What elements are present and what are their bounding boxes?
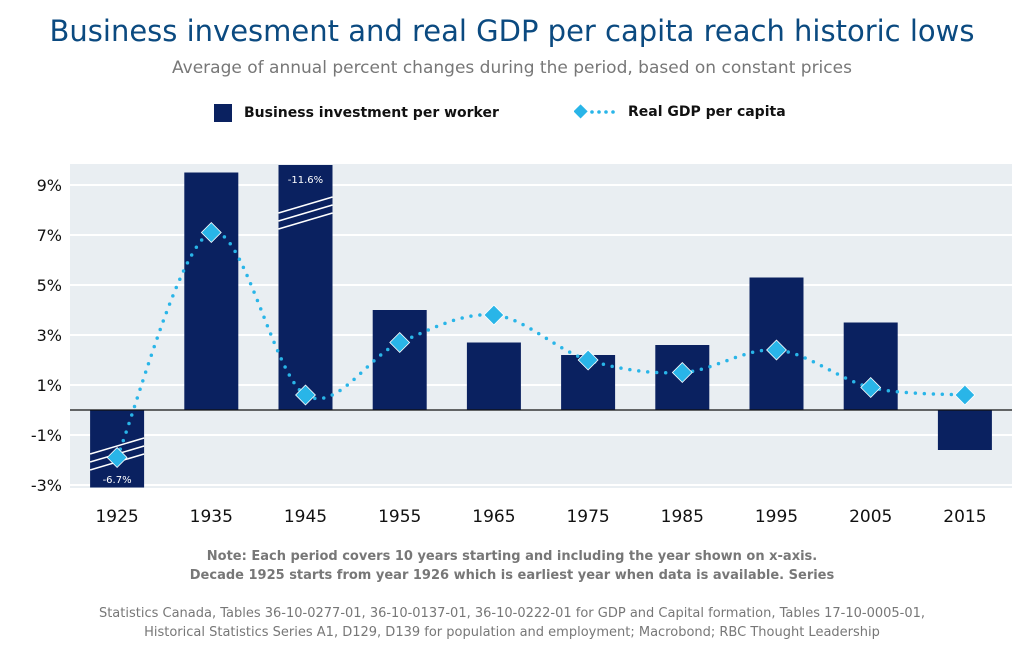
bar [184, 172, 239, 410]
legend-line-label: Real GDP per capita [628, 104, 786, 120]
note-line: Decade 1925 starts from year 1926 which … [189, 568, 835, 583]
gdp-point [954, 384, 976, 406]
y-tick-label: 5% [37, 276, 62, 295]
x-tick-label: 2015 [943, 507, 986, 527]
legend-item-line: Real GDP per capita [574, 104, 786, 120]
gdp-point [389, 332, 411, 353]
gdp-point [483, 304, 505, 326]
gdp-point [200, 222, 222, 243]
gdp-point [295, 384, 316, 406]
y-tick-label: 1% [37, 376, 62, 395]
truncation-mark [278, 196, 333, 214]
y-tick-label: -1% [31, 426, 62, 445]
gdp-point [106, 447, 128, 468]
bar [937, 410, 992, 450]
bar-data-label: -6.7% [103, 475, 132, 486]
gdp-point [766, 339, 787, 361]
x-tick-label: 1925 [95, 507, 138, 527]
truncation-mark [278, 204, 333, 222]
y-tick-label: 9% [37, 176, 62, 195]
chart-source: Statistics Canada, Tables 36-10-0277-01,… [0, 604, 1024, 642]
y-tick-label: -3% [31, 476, 62, 495]
x-tick-label: 1975 [566, 507, 609, 527]
x-tick-label: 1945 [284, 507, 327, 527]
chart-note: Note: Each period covers 10 years starti… [0, 547, 1024, 585]
y-tick-label: 7% [37, 226, 62, 245]
x-tick-label: 1955 [378, 507, 421, 527]
legend-bar-label: Business investment per worker [244, 105, 499, 121]
x-tick-label: 1965 [472, 507, 515, 527]
legend-line-swatch [574, 104, 615, 119]
gdp-point [671, 362, 693, 383]
bar [278, 165, 333, 410]
truncation-mark [278, 212, 333, 230]
chart: -3% -1% 1% 3% 5% 7% 9% -6.7% 1925 1935 -11.6% 1945 1… [31, 164, 1012, 527]
bar [372, 310, 427, 410]
x-tick-label: 1995 [755, 507, 798, 527]
bar-data-label: -11.6% [288, 175, 323, 186]
source-line: Historical Statistics Series A1, D129, D… [144, 625, 880, 640]
gdp-point [577, 349, 599, 371]
y-tick-label: 3% [37, 326, 62, 345]
source-line: Statistics Canada, Tables 36-10-0277-01,… [98, 606, 926, 621]
note-line: Note: Each period covers 10 years starti… [206, 549, 818, 564]
chart-title: Business invesment and real GDP per capi… [49, 14, 975, 48]
x-tick-label: 1935 [190, 507, 233, 527]
chart-subtitle: Average of annual percent changes during… [172, 58, 852, 78]
x-tick-label: 2005 [849, 507, 892, 527]
x-tick-label: 1985 [661, 507, 704, 527]
gdp-point [860, 377, 882, 398]
legend-bar-swatch [214, 104, 232, 122]
legend-item-bar: Business investment per worker [214, 104, 499, 122]
truncation-mark [89, 437, 145, 455]
bar [466, 342, 521, 410]
